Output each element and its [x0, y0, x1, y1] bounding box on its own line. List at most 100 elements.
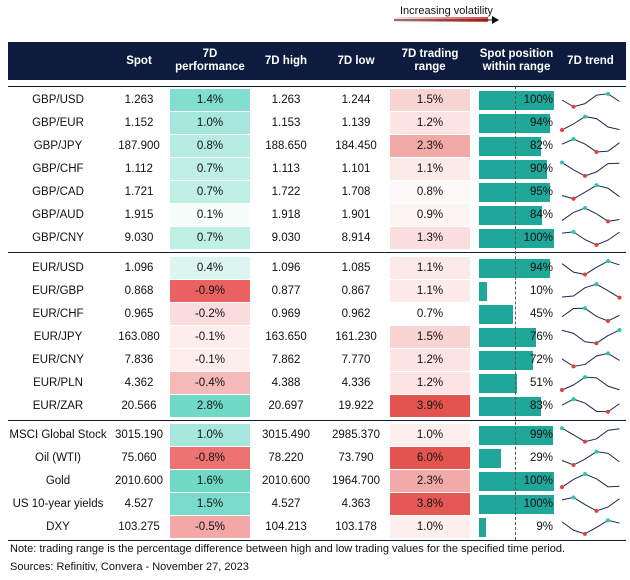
value-cell: 1.0%: [170, 424, 250, 446]
position-label: 94%: [529, 262, 553, 274]
column-header: 7D high: [264, 54, 308, 67]
trend-sparkline: [561, 91, 620, 109]
value-cell: 4.363: [341, 498, 371, 510]
trend-sparkline: [561, 183, 620, 201]
value-cell: 103.275: [118, 521, 160, 533]
position-bar: [479, 91, 554, 110]
value-cell: 1.708: [341, 186, 371, 198]
row-label: EUR/CHF: [32, 308, 84, 320]
value-cell: 3015.190: [115, 429, 163, 441]
position-bar: [479, 374, 518, 393]
position-label: 82%: [529, 140, 553, 152]
value-cell: 4.336: [341, 377, 371, 389]
trend-sparkline: [561, 137, 620, 154]
value-cell: 1.0%: [390, 424, 470, 446]
value-cell: 0.1%: [170, 204, 250, 226]
value-cell: 3.9%: [390, 395, 470, 417]
value-cell: 1.2%: [390, 372, 470, 394]
value-cell: 19.922: [338, 400, 374, 412]
position-bar: [479, 328, 536, 347]
value-cell: 0.8%: [170, 135, 250, 157]
trend-sparkline: [561, 328, 622, 346]
position-label: 45%: [529, 308, 553, 320]
value-cell: 104.213: [265, 521, 307, 533]
position-label: 10%: [529, 285, 553, 297]
footer-note: Note: trading range is the percentage di…: [10, 543, 566, 555]
position-bar: [479, 495, 554, 514]
column-header: Spot position within range: [479, 48, 554, 73]
value-cell: 20.697: [268, 400, 304, 412]
value-cell: 0.7%: [170, 158, 250, 180]
value-cell: 1.1%: [390, 158, 470, 180]
value-cell: 1.6%: [170, 470, 250, 492]
value-cell: 1.722: [271, 186, 301, 198]
value-cell: 78.220: [268, 452, 304, 464]
value-cell: -0.8%: [170, 447, 250, 469]
value-cell: 1.0%: [390, 516, 470, 538]
value-cell: 1.5%: [170, 493, 250, 515]
position-bar: [479, 183, 551, 202]
trend-sparkline: [561, 229, 620, 247]
value-cell: -0.1%: [170, 349, 250, 371]
value-cell: 0.965: [124, 308, 154, 320]
value-cell: 0.7%: [416, 308, 444, 320]
position-bar: [479, 259, 550, 278]
value-cell: -0.5%: [170, 516, 250, 538]
value-cell: 1.1%: [390, 257, 470, 279]
row-label: EUR/PLN: [33, 377, 83, 389]
position-label: 94%: [529, 117, 553, 129]
value-cell: 187.900: [118, 140, 160, 152]
value-cell: 1.915: [124, 209, 154, 221]
value-cell: 20.566: [121, 400, 157, 412]
value-cell: 2.3%: [390, 135, 470, 157]
trend-sparkline: [561, 282, 622, 300]
trend-sparkline: [561, 259, 620, 277]
position-label: 100%: [523, 232, 553, 244]
position-bar: [479, 160, 547, 179]
value-cell: 1.0%: [170, 112, 250, 134]
value-cell: 3015.490: [262, 429, 310, 441]
row-label: GBP/EUR: [32, 117, 84, 129]
position-bar: [479, 351, 533, 370]
value-cell: 1.101: [341, 163, 371, 175]
value-cell: 0.969: [271, 308, 301, 320]
value-cell: 1.5%: [390, 326, 470, 348]
value-cell: 2010.600: [115, 475, 163, 487]
value-cell: 163.650: [265, 331, 307, 343]
trend-sparkline: [560, 472, 620, 490]
value-cell: 161.230: [335, 331, 377, 343]
position-bar: [479, 305, 513, 324]
value-cell: -0.1%: [170, 326, 250, 348]
value-cell: 0.7%: [170, 227, 250, 249]
position-bar: [479, 426, 554, 445]
column-header: Spot: [126, 54, 152, 67]
value-cell: 4.527: [124, 498, 154, 510]
row-label: GBP/JPY: [33, 140, 83, 152]
range-midline: [515, 86, 516, 540]
position-label: 99%: [529, 429, 553, 441]
value-cell: 4.362: [124, 377, 154, 389]
row-label: GBP/AUD: [32, 209, 84, 221]
trend-sparkline: [560, 114, 620, 132]
value-cell: 1964.700: [332, 475, 380, 487]
value-cell: 1.113: [272, 163, 300, 175]
position-label: 90%: [529, 163, 553, 175]
trend-sparkline: [561, 495, 620, 513]
value-cell: 1.085: [341, 262, 371, 274]
position-label: 72%: [529, 354, 553, 366]
value-cell: 1.3%: [390, 227, 470, 249]
trend-sparkline: [560, 375, 620, 392]
value-cell: 2985.370: [332, 429, 380, 441]
value-cell: 1.263: [271, 94, 301, 106]
position-label: 100%: [523, 498, 553, 510]
value-cell: 4.527: [271, 498, 301, 510]
value-cell: 0.9%: [390, 204, 470, 226]
position-bar: [479, 397, 542, 416]
position-bar: [479, 229, 554, 248]
value-cell: 7.862: [271, 354, 301, 366]
value-cell: 1.2%: [390, 112, 470, 134]
trend-sparkline: [561, 206, 620, 224]
row-label: GBP/CAD: [32, 186, 84, 198]
value-cell: 163.080: [118, 331, 160, 343]
